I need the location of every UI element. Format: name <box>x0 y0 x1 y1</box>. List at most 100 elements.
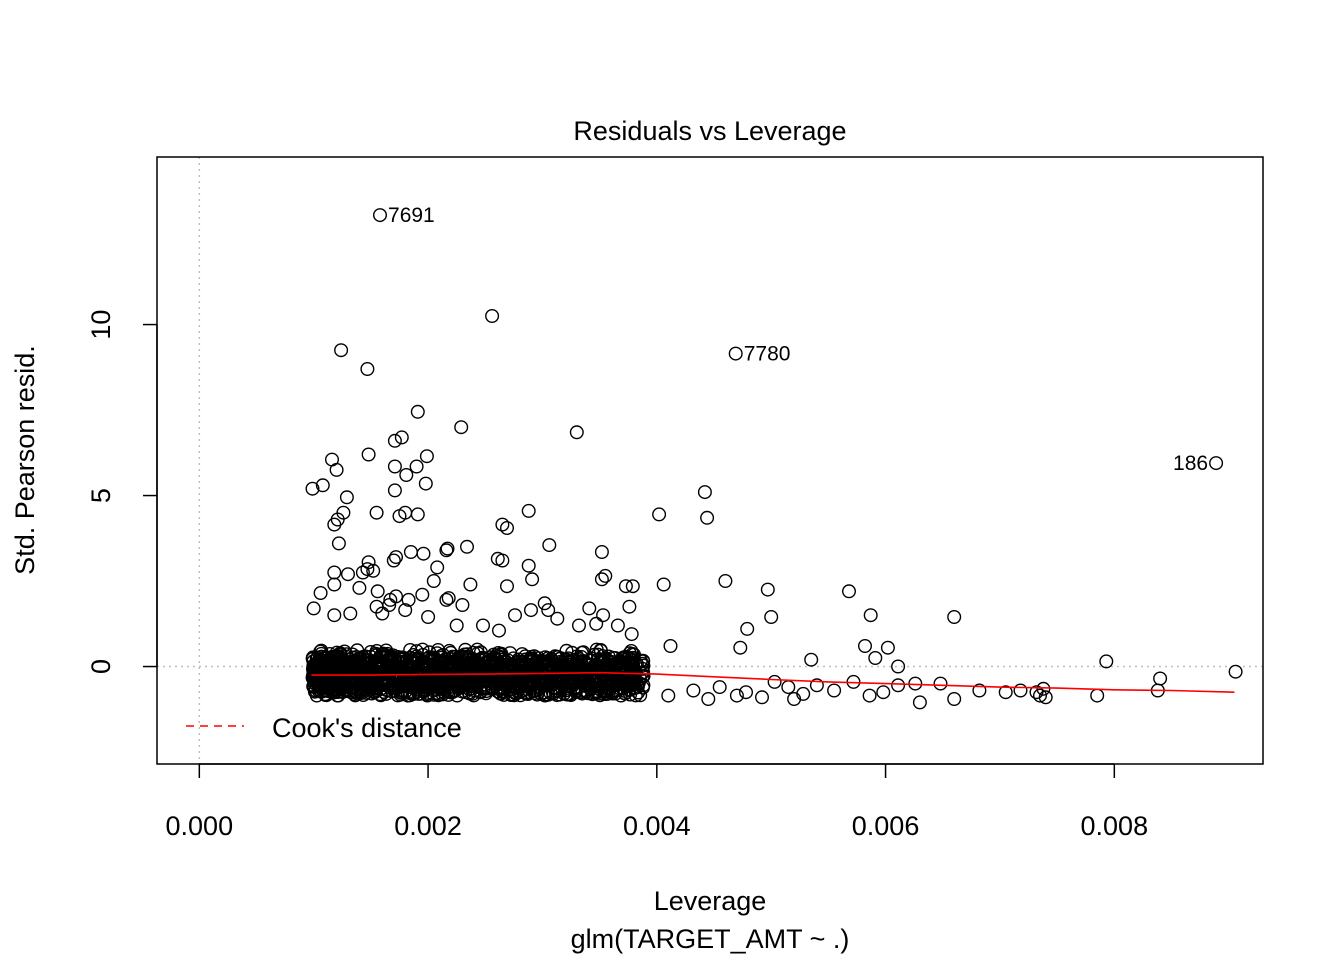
data-point <box>582 601 597 616</box>
data-point <box>697 485 712 500</box>
data-point <box>410 404 425 419</box>
data-point <box>598 568 613 583</box>
data-point <box>508 608 523 623</box>
y-tick-label: 5 <box>86 488 116 503</box>
data-point <box>781 680 796 695</box>
data-point <box>492 623 507 638</box>
data-point <box>373 682 388 697</box>
data-point <box>361 447 376 462</box>
data-point <box>444 685 459 700</box>
data-point <box>454 420 469 435</box>
data-point <box>387 459 402 474</box>
y-axis-label: Std. Pearson resid. <box>10 345 40 575</box>
legend: Cook's distance <box>186 713 462 743</box>
data-point <box>876 685 891 700</box>
data-point <box>579 674 594 689</box>
data-point <box>506 674 521 689</box>
data-point <box>628 688 643 703</box>
data-point <box>515 654 530 669</box>
data-point <box>575 686 590 701</box>
data-point <box>463 678 478 693</box>
data-point <box>1036 681 1051 696</box>
data-point <box>1153 671 1168 686</box>
data-point <box>712 680 727 695</box>
data-point <box>441 591 456 606</box>
data-point <box>410 670 425 685</box>
data-point <box>755 690 770 705</box>
data-point <box>306 650 321 665</box>
data-point <box>863 608 878 623</box>
data-point <box>617 673 632 688</box>
data-point <box>507 688 522 703</box>
data-point <box>590 677 605 692</box>
data-point <box>525 572 540 587</box>
data-point <box>998 685 1013 700</box>
data-point <box>483 663 498 678</box>
data-point <box>868 651 883 666</box>
data-point <box>458 676 473 691</box>
data-point <box>401 592 416 607</box>
data-point <box>891 678 906 693</box>
data-point <box>1099 654 1114 669</box>
data-point <box>437 685 452 700</box>
data-point <box>438 652 453 667</box>
data-point <box>804 652 819 667</box>
data-point <box>312 672 327 687</box>
data-point <box>358 663 373 678</box>
x-tick-label: 0.002 <box>394 811 462 841</box>
data-point <box>327 565 342 580</box>
data-point <box>535 655 550 670</box>
data-point <box>399 468 414 483</box>
data-point <box>524 603 539 618</box>
data-point <box>409 459 424 474</box>
data-point <box>313 586 328 601</box>
smoother-line <box>311 671 1235 693</box>
data-point <box>368 664 383 679</box>
data-point <box>392 509 407 524</box>
x-tick-label: 0.006 <box>852 811 920 841</box>
x-tick-label: 0.004 <box>623 811 691 841</box>
data-point <box>891 659 906 674</box>
data-point <box>319 663 334 678</box>
y-tick-label: 10 <box>86 310 116 340</box>
data-point <box>827 683 842 698</box>
data-point <box>415 587 430 602</box>
data-point <box>439 543 454 558</box>
data-point <box>528 683 543 698</box>
data-point <box>594 572 609 587</box>
data-point <box>524 675 539 690</box>
data-point <box>740 621 755 636</box>
data-point <box>494 684 509 699</box>
data-point <box>458 662 473 677</box>
data-point <box>615 658 630 673</box>
data-point <box>1038 690 1053 705</box>
data-point <box>409 653 424 668</box>
data-point <box>382 598 397 613</box>
data-point <box>387 433 402 448</box>
data-point <box>573 662 588 677</box>
data-point <box>445 649 460 664</box>
data-point <box>331 669 346 684</box>
data-point <box>559 687 574 702</box>
data-point <box>500 579 515 594</box>
data-point <box>585 651 600 666</box>
legend-cooks-distance-label: Cook's distance <box>272 713 462 743</box>
data-point <box>426 574 441 589</box>
data-point <box>495 517 510 532</box>
data-point <box>519 662 534 677</box>
data-point <box>733 640 748 655</box>
data-point <box>625 579 640 594</box>
data-point <box>407 679 422 694</box>
data-point <box>334 343 349 358</box>
data-point <box>593 643 608 658</box>
data-point <box>432 663 447 678</box>
data-point <box>360 362 375 377</box>
data-point <box>460 539 475 554</box>
data-point <box>596 608 611 623</box>
data-point <box>787 692 802 707</box>
labeled-point-7691 <box>373 208 388 223</box>
data-point <box>809 678 824 693</box>
data-point <box>416 546 431 561</box>
data-point <box>327 577 342 592</box>
data-point <box>947 610 962 625</box>
